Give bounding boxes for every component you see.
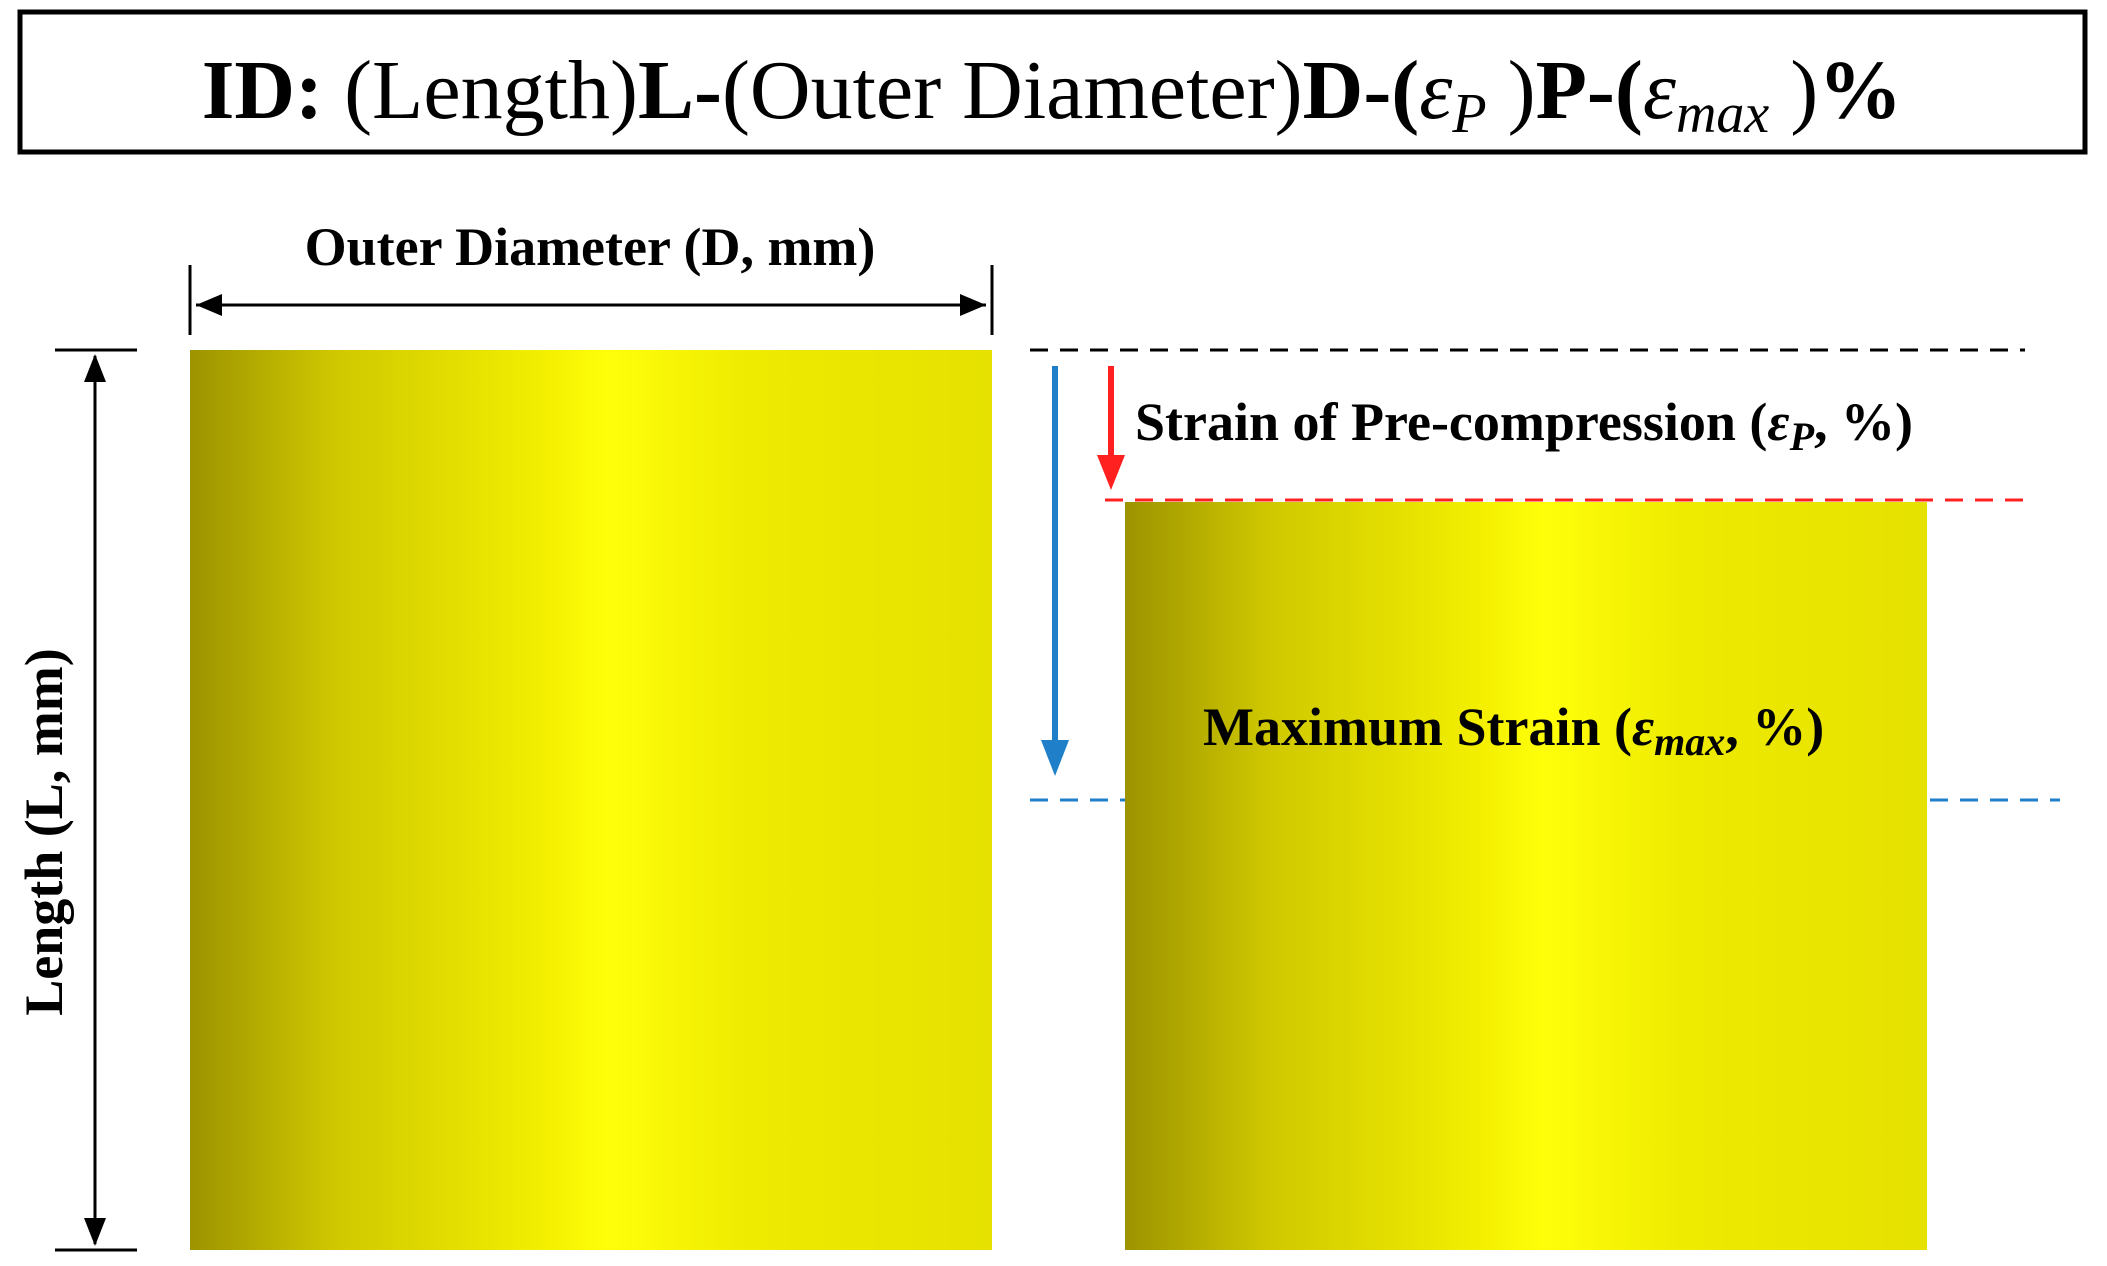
precompression-label: Strain of Pre-compression (εP, %) xyxy=(1135,392,1913,459)
max-strain-label-symbol: ε xyxy=(1632,697,1654,757)
length-arrowhead-bottom xyxy=(84,1218,106,1246)
title-pre-code: P- xyxy=(1536,44,1615,137)
title-diameter-group: (Outer Diameter) xyxy=(722,44,1303,137)
title-eps-symbol-1: ε xyxy=(1419,44,1453,137)
title-eps-symbol-2: ε xyxy=(1643,44,1677,137)
max-strain-label-sub: max xyxy=(1654,719,1725,764)
title-close-paren-2: ) xyxy=(1769,44,1818,137)
title-eps-sub-2: max xyxy=(1676,83,1769,145)
title-diameter-code: D- xyxy=(1303,44,1392,137)
diameter-arrowhead-left xyxy=(196,294,222,316)
precompression-label-sub: P xyxy=(1789,414,1815,459)
max-strain-label-suffix: , %) xyxy=(1725,697,1824,757)
precompression-arrow xyxy=(1097,366,1125,490)
precompression-label-symbol: ε xyxy=(1767,392,1789,452)
title-open-paren-1: ( xyxy=(1391,44,1419,137)
length-arrowhead-top xyxy=(84,354,106,382)
title-prefix: ID: xyxy=(202,44,323,137)
title-open-paren-2: ( xyxy=(1615,44,1643,137)
max-strain-label: Maximum Strain (εmax, %) xyxy=(1203,697,1824,764)
precompression-label-suffix: , %) xyxy=(1814,392,1913,452)
max-strain-label-prefix: Maximum Strain ( xyxy=(1203,697,1632,757)
title-eps-sub-1: P xyxy=(1451,83,1486,145)
outer-diameter-dimension: Outer Diameter (D, mm) xyxy=(188,217,994,335)
title-close-paren-1: ) xyxy=(1487,44,1536,137)
title-length-code: L- xyxy=(638,44,722,137)
length-label: Length (L, mm) xyxy=(14,648,74,1015)
title-formula: ID: (Length)L-(Outer Diameter)D-(εP )P-(… xyxy=(202,44,1903,145)
title-box xyxy=(17,9,2088,155)
diameter-arrowhead-right xyxy=(960,294,986,316)
title-percent: % xyxy=(1818,44,1902,137)
precompression-label-prefix: Strain of Pre-compression ( xyxy=(1135,392,1767,452)
title-length-group: (Length) xyxy=(344,44,638,137)
max-strain-arrow xyxy=(1041,366,1069,776)
length-dimension: Length (L, mm) xyxy=(14,348,137,1252)
outer-diameter-label: Outer Diameter (D, mm) xyxy=(305,217,876,277)
compressed-specimen xyxy=(1125,502,1927,1250)
original-specimen xyxy=(190,350,992,1250)
id-title: ID: (Length)L-(Outer Diameter)D-(εP )P-(… xyxy=(17,9,2088,155)
